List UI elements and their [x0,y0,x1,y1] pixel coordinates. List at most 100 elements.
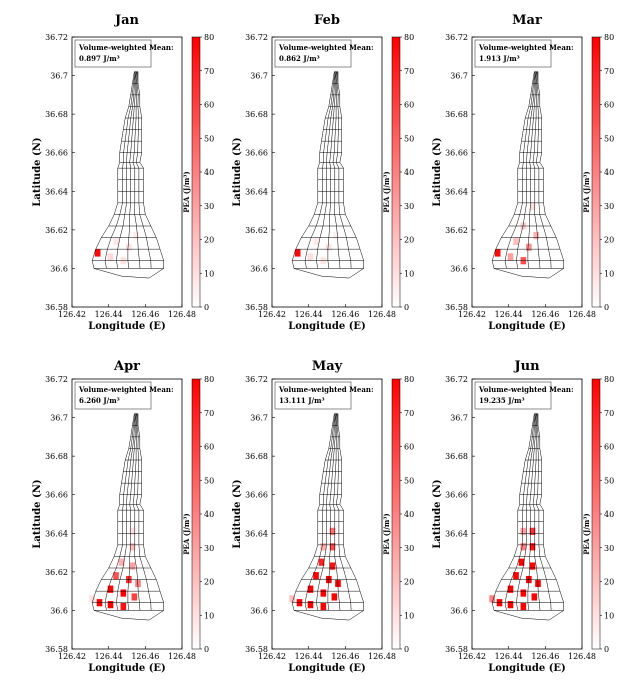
cell [307,253,314,261]
colorbar [391,378,401,650]
mesh-line [537,71,564,269]
y-tick-label: 36.62 [45,226,68,235]
cell [520,602,527,611]
colorbar-tick-label: 30 [204,544,214,553]
mesh-line [127,413,137,611]
mesh-line [504,71,536,269]
cell [107,601,114,609]
y-tick-label: 36.66 [445,491,468,500]
colorbar-tick-label: 40 [204,510,214,519]
colorbar-label: PEA (J/m³) [582,513,591,554]
x-tick-label: 126.48 [368,310,396,319]
colorbar-tick-label: 30 [404,202,414,211]
mesh-line [493,610,564,621]
cell [520,543,527,551]
panel-jun: Jun 36.58 36.6 36.62 36.64 36.66 36.68 36.7 36.7… [432,359,614,674]
mean-box [74,39,152,68]
x-axis-label: Longitude (E) [488,663,566,674]
cell [107,253,114,261]
colorbar-tick-label: 50 [404,134,414,143]
cell [320,589,327,597]
mean-value: 19.235 J/m³ [479,396,525,405]
y-axis-label: Latitude (N) [232,479,243,548]
colorbar-tick-label: 30 [604,202,614,211]
panel-title: Jun [513,359,540,374]
mesh-line [291,71,335,269]
cell [289,595,295,603]
x-tick-label: 126.42 [58,310,86,319]
colorbar-tick-label: 10 [204,611,214,620]
colorbar-tick-label: 0 [204,645,209,654]
y-tick-label: 36.58 [45,645,68,654]
colorbar-tick-label: 0 [404,303,409,312]
cell [526,243,532,251]
colorbar-tick-label: 70 [604,409,614,418]
mesh-line [132,413,141,611]
mesh-line [493,268,564,279]
cell [320,602,327,611]
mesh-line [504,413,536,611]
colorbar [591,36,601,308]
colorbar-tick-label: 60 [404,443,414,452]
colorbar-tick-label: 10 [604,611,614,620]
cell [507,253,514,261]
y-tick-label: 36.7 [250,72,268,81]
mesh-line [337,413,364,611]
x-tick-label: 126.46 [531,310,559,319]
y-tick-label: 36.58 [445,645,468,654]
y-tick-label: 36.58 [445,303,468,312]
cell [494,249,501,257]
x-tick-label: 126.42 [58,652,86,661]
colorbar-tick-label: 40 [404,510,414,519]
mesh-line [137,71,164,269]
colorbar-tick-label: 60 [604,101,614,110]
mean-label: Volume-weighted Mean: [478,43,574,52]
mesh-line [291,413,335,611]
mesh-line [116,413,136,611]
colorbar-tick-label: 40 [204,168,214,177]
cell [326,243,332,251]
mean-label: Volume-weighted Mean: [78,385,174,394]
colorbar-tick-label: 70 [404,409,414,418]
mean-box [74,381,152,410]
y-tick-label: 36.72 [45,33,68,42]
x-axis-label: Longitude (E) [288,663,366,674]
mean-value: 0.897 J/m³ [79,54,120,63]
cell [520,589,527,597]
cell [333,232,339,240]
y-tick-label: 36.64 [445,529,468,538]
colorbar [591,378,601,650]
cell [320,543,327,551]
cell [89,595,95,603]
y-tick-label: 36.64 [245,529,268,538]
mesh-line [93,610,164,621]
y-axis-label: Latitude (N) [232,137,243,206]
colorbar-tick-label: 70 [204,409,214,418]
x-tick-label: 126.46 [531,652,559,661]
y-tick-label: 36.66 [45,491,68,500]
colorbar-tick-label: 20 [204,236,214,245]
cell [529,527,536,535]
y-tick-label: 36.6 [50,264,68,273]
mesh-line [335,71,352,269]
cell [507,585,514,593]
axes-frame [271,378,383,650]
cell [513,572,519,580]
cell [307,601,314,609]
mesh-line [293,268,364,279]
y-tick-label: 36.68 [45,110,68,119]
mean-label: Volume-weighted Mean: [278,43,374,52]
panel-jan: Jan 36.58 36.6 36.62 36.64 36.66 36.68 36.7 36.7… [32,13,214,332]
y-tick-label: 36.58 [245,303,268,312]
cell [120,589,127,597]
mesh-line [293,610,364,621]
colorbar-tick-label: 20 [404,578,414,587]
mesh-line [327,413,337,611]
colorbar-tick-label: 10 [604,269,614,278]
y-axis-label: Latitude (N) [432,479,443,548]
x-tick-label: 126.48 [368,652,396,661]
cell [129,527,136,535]
y-tick-label: 36.62 [245,226,268,235]
x-tick-label: 126.44 [95,310,123,319]
